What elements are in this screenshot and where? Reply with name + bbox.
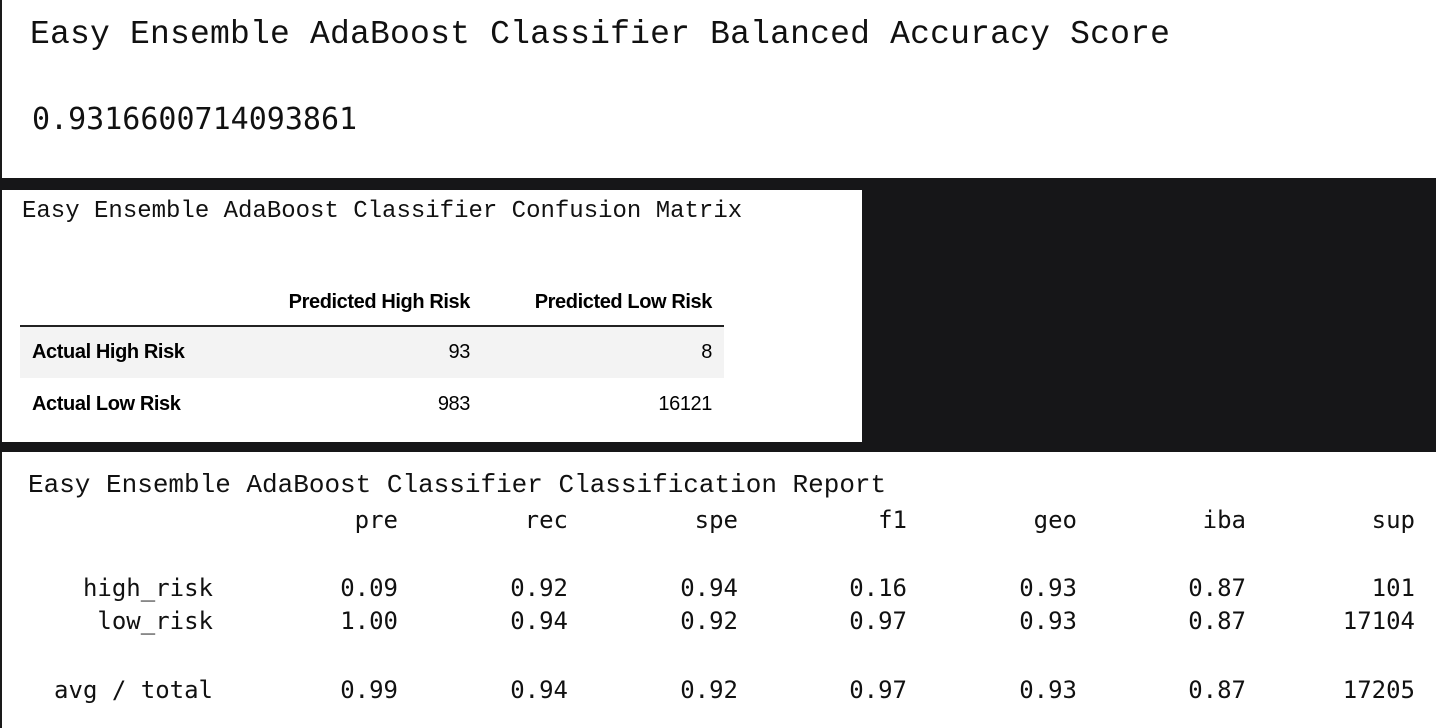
confusion-matrix-header-row: Predicted High Risk Predicted Low Risk bbox=[20, 280, 724, 327]
cell-high-predicted-low: 8 bbox=[701, 341, 712, 363]
report-cell: 0.87 bbox=[1188, 676, 1246, 704]
report-column-spe: spe bbox=[694, 506, 738, 534]
report-column-iba: iba bbox=[1202, 506, 1246, 534]
report-cell: 0.93 bbox=[1019, 607, 1077, 635]
report-cell: 0.92 bbox=[680, 607, 738, 635]
report-cell: 0.94 bbox=[510, 676, 568, 704]
report-cell: 0.97 bbox=[849, 607, 907, 635]
report-row-label: low_risk bbox=[97, 607, 213, 635]
report-cell: 101 bbox=[1371, 574, 1415, 602]
report-row-low-risk: low_risk 1.00 0.94 0.92 0.97 0.93 0.87 1… bbox=[0, 607, 1436, 641]
cell-low-predicted-low: 16121 bbox=[658, 392, 712, 415]
confusion-matrix-table: Predicted High Risk Predicted Low Risk A… bbox=[20, 280, 724, 430]
balanced-accuracy-output: Easy Ensemble AdaBoost Classifier Balanc… bbox=[0, 0, 1436, 178]
report-row-high-risk: high_risk 0.09 0.92 0.94 0.16 0.93 0.87 … bbox=[0, 574, 1436, 608]
classification-report-title: Easy Ensemble AdaBoost Classifier Classi… bbox=[28, 470, 887, 500]
report-row-avg-total: avg / total 0.99 0.94 0.92 0.97 0.93 0.8… bbox=[0, 676, 1436, 710]
report-header-row: pre rec spe f1 geo iba sup bbox=[0, 506, 1436, 540]
report-cell: 0.99 bbox=[340, 676, 398, 704]
report-cell: 0.92 bbox=[510, 574, 568, 602]
report-column-geo: geo bbox=[1033, 506, 1077, 534]
cell-high-predicted-high: 93 bbox=[448, 341, 471, 363]
report-cell: 17104 bbox=[1342, 607, 1415, 635]
report-cell: 0.16 bbox=[849, 574, 907, 602]
report-cell: 0.87 bbox=[1188, 574, 1246, 602]
report-column-f1: f1 bbox=[878, 506, 907, 534]
column-header-predicted-low-risk: Predicted Low Risk bbox=[482, 280, 724, 327]
table-row-actual-low-risk: Actual Low Risk 983 16121 bbox=[20, 378, 724, 430]
row-label-actual-low-risk: Actual Low Risk bbox=[32, 392, 181, 415]
report-cell: 0.94 bbox=[510, 607, 568, 635]
row-label-actual-high-risk: Actual High Risk bbox=[32, 341, 185, 363]
table-row-actual-high-risk: Actual High Risk 93 8 bbox=[20, 326, 724, 378]
report-cell: 0.87 bbox=[1188, 607, 1246, 635]
report-cell: 0.09 bbox=[340, 574, 398, 602]
report-column-pre: pre bbox=[354, 506, 398, 534]
report-cell: 1.00 bbox=[340, 607, 398, 635]
report-cell: 17205 bbox=[1342, 676, 1415, 704]
classification-report-output: Easy Ensemble AdaBoost Classifier Classi… bbox=[0, 452, 1436, 728]
report-row-label: high_risk bbox=[82, 574, 213, 602]
column-header-predicted-high-risk: Predicted High Risk bbox=[234, 280, 482, 327]
balanced-accuracy-value: 0.9316600714093861 bbox=[32, 102, 358, 137]
report-cell: 0.93 bbox=[1019, 676, 1077, 704]
report-cell: 0.93 bbox=[1019, 574, 1077, 602]
confusion-matrix-corner-cell bbox=[20, 280, 234, 327]
confusion-matrix-title: Easy Ensemble AdaBoost Classifier Confus… bbox=[22, 198, 743, 225]
report-column-rec: rec bbox=[524, 506, 568, 534]
cell-low-predicted-high: 983 bbox=[437, 392, 471, 415]
report-row-label: avg / total bbox=[54, 676, 213, 704]
report-cell: 0.92 bbox=[680, 676, 738, 704]
report-cell: 0.94 bbox=[680, 574, 738, 602]
balanced-accuracy-title: Easy Ensemble AdaBoost Classifier Balanc… bbox=[30, 16, 1171, 53]
report-cell: 0.97 bbox=[849, 676, 907, 704]
confusion-matrix-output: Easy Ensemble AdaBoost Classifier Confus… bbox=[2, 190, 862, 442]
report-column-sup: sup bbox=[1371, 506, 1415, 534]
